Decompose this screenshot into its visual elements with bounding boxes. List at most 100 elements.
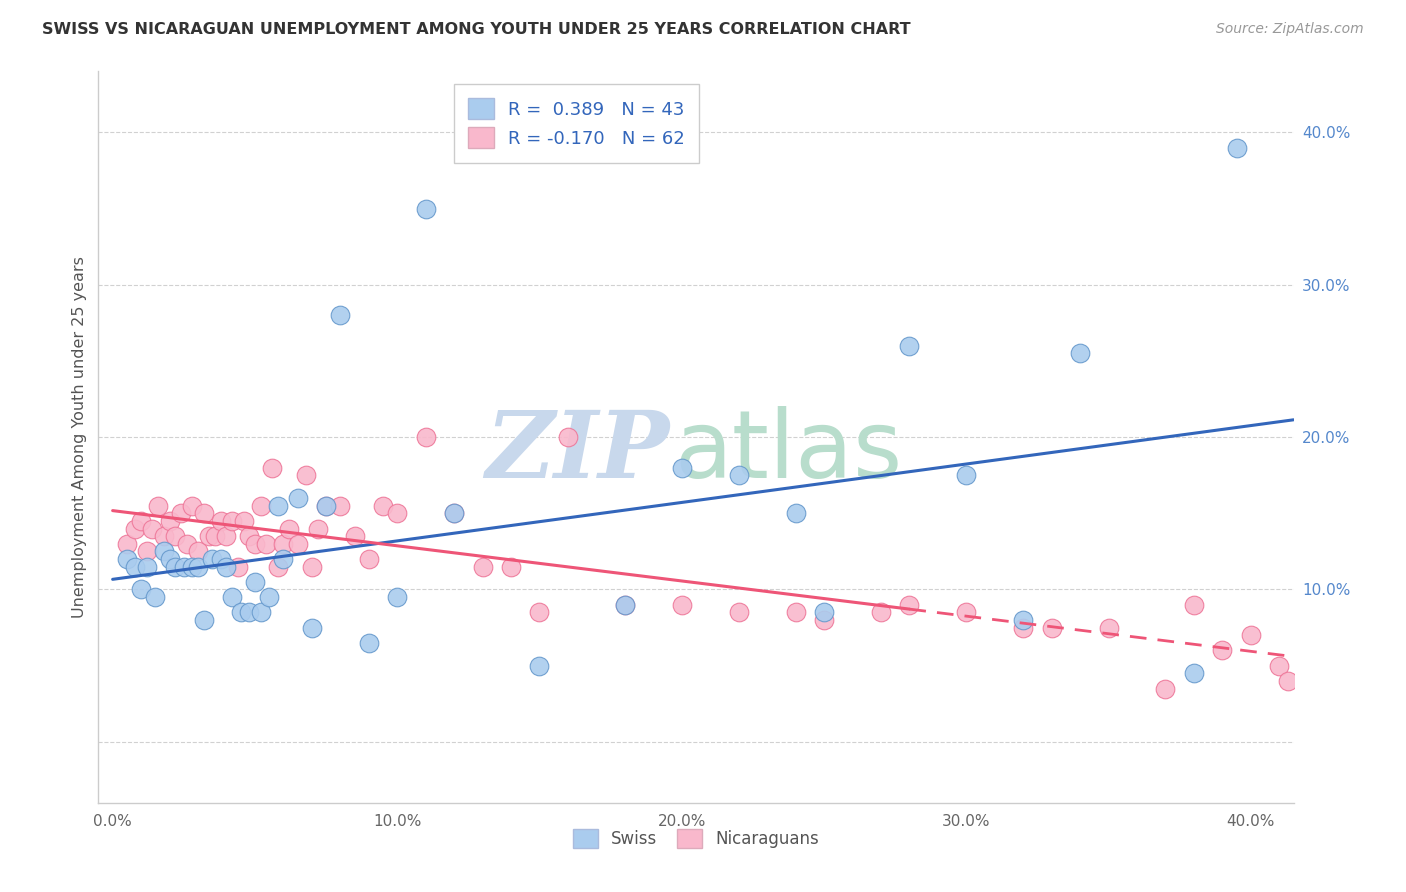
Point	[187, 544, 209, 558]
Point	[181, 499, 204, 513]
Point	[813, 605, 835, 619]
Point	[165, 529, 187, 543]
Point	[221, 514, 243, 528]
Point	[301, 621, 323, 635]
Point	[187, 559, 209, 574]
Point	[287, 491, 309, 505]
Point	[813, 613, 835, 627]
Point	[129, 514, 152, 528]
Point	[1211, 643, 1233, 657]
Legend: Swiss, Nicaraguans: Swiss, Nicaraguans	[564, 821, 828, 856]
Point	[238, 529, 260, 543]
Point	[201, 552, 224, 566]
Point	[254, 537, 277, 551]
Point	[193, 613, 215, 627]
Point	[204, 529, 226, 543]
Point	[165, 559, 187, 574]
Text: SWISS VS NICARAGUAN UNEMPLOYMENT AMONG YOUTH UNDER 25 YEARS CORRELATION CHART: SWISS VS NICARAGUAN UNEMPLOYMENT AMONG Y…	[42, 22, 911, 37]
Point	[176, 537, 198, 551]
Point	[129, 582, 152, 597]
Point	[727, 468, 749, 483]
Point	[249, 499, 271, 513]
Point	[273, 537, 295, 551]
Point	[181, 559, 204, 574]
Point	[529, 658, 551, 673]
Point	[153, 529, 176, 543]
Point	[1268, 658, 1291, 673]
Point	[898, 338, 921, 352]
Point	[287, 537, 309, 551]
Text: Source: ZipAtlas.com: Source: ZipAtlas.com	[1216, 22, 1364, 37]
Point	[785, 506, 807, 520]
Point	[153, 544, 176, 558]
Text: atlas: atlas	[675, 406, 903, 498]
Point	[260, 460, 283, 475]
Point	[143, 590, 166, 604]
Point	[124, 559, 146, 574]
Point	[229, 605, 252, 619]
Point	[221, 590, 243, 604]
Point	[443, 506, 465, 520]
Point	[295, 468, 318, 483]
Point	[198, 529, 221, 543]
Point	[257, 590, 280, 604]
Point	[785, 605, 807, 619]
Point	[385, 590, 409, 604]
Point	[1069, 346, 1091, 360]
Point	[529, 605, 551, 619]
Point	[613, 598, 636, 612]
Point	[329, 308, 352, 322]
Point	[1097, 621, 1119, 635]
Point	[159, 514, 181, 528]
Point	[1012, 621, 1035, 635]
Point	[193, 506, 215, 520]
Point	[385, 506, 409, 520]
Point	[1154, 681, 1177, 696]
Point	[232, 514, 254, 528]
Point	[238, 605, 260, 619]
Point	[557, 430, 579, 444]
Point	[898, 598, 921, 612]
Point	[170, 506, 193, 520]
Point	[173, 559, 195, 574]
Point	[415, 430, 437, 444]
Point	[357, 552, 380, 566]
Point	[273, 552, 295, 566]
Point	[357, 636, 380, 650]
Point	[301, 559, 323, 574]
Point	[243, 574, 266, 589]
Point	[115, 537, 138, 551]
Point	[209, 514, 232, 528]
Point	[499, 559, 522, 574]
Point	[267, 559, 290, 574]
Point	[329, 499, 352, 513]
Point	[1226, 140, 1249, 154]
Point	[1040, 621, 1063, 635]
Point	[249, 605, 271, 619]
Point	[415, 202, 437, 216]
Point	[613, 598, 636, 612]
Point	[671, 460, 693, 475]
Point	[1240, 628, 1263, 642]
Point	[243, 537, 266, 551]
Point	[1277, 673, 1299, 688]
Point	[148, 499, 170, 513]
Point	[955, 468, 977, 483]
Point	[870, 605, 893, 619]
Point	[1012, 613, 1035, 627]
Point	[267, 499, 290, 513]
Text: ZIP: ZIP	[485, 407, 669, 497]
Point	[671, 598, 693, 612]
Point	[371, 499, 394, 513]
Point	[443, 506, 465, 520]
Point	[278, 521, 301, 535]
Point	[1182, 598, 1205, 612]
Point	[315, 499, 337, 513]
Point	[135, 559, 157, 574]
Point	[135, 544, 157, 558]
Point	[1182, 666, 1205, 681]
Point	[955, 605, 977, 619]
Point	[215, 559, 238, 574]
Point	[226, 559, 249, 574]
Point	[159, 552, 181, 566]
